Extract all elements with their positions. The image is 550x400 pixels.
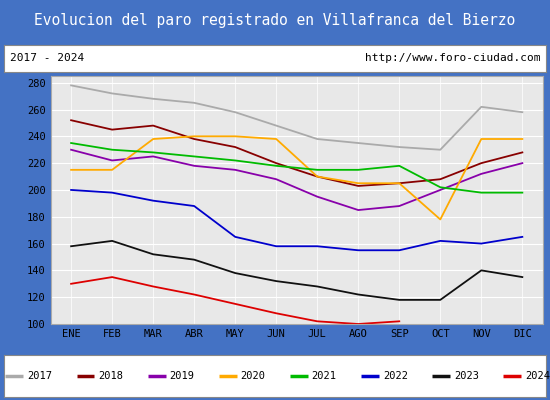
Text: 2022: 2022 bbox=[383, 371, 408, 381]
Text: 2021: 2021 bbox=[312, 371, 337, 381]
Text: Evolucion del paro registrado en Villafranca del Bierzo: Evolucion del paro registrado en Villafr… bbox=[34, 13, 516, 28]
Text: 2018: 2018 bbox=[98, 371, 123, 381]
Text: 2019: 2019 bbox=[169, 371, 194, 381]
Text: 2017 - 2024: 2017 - 2024 bbox=[10, 54, 84, 64]
Text: http://www.foro-ciudad.com: http://www.foro-ciudad.com bbox=[365, 54, 540, 64]
Text: 2020: 2020 bbox=[240, 371, 266, 381]
Text: 2024: 2024 bbox=[525, 371, 550, 381]
Text: 2023: 2023 bbox=[454, 371, 479, 381]
Text: 2017: 2017 bbox=[27, 371, 52, 381]
